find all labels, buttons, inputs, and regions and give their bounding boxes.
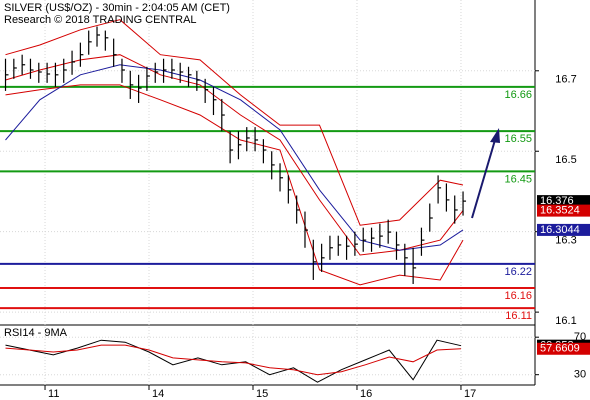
rsi-tick-label: 30 (574, 369, 586, 381)
y-tick-label: 16.7 (555, 74, 576, 86)
overlay-line (5, 84, 464, 286)
level-label: 16.16 (504, 290, 532, 302)
price-box (537, 204, 590, 217)
x-tick-label: 17 (464, 388, 476, 400)
price-box-label: 16.3044 (540, 224, 580, 236)
overlay-line (5, 19, 464, 226)
level-label: 16.11 (505, 310, 532, 322)
overlay-line (5, 64, 464, 251)
chart-subtitle: Research © 2018 TRADING CENTRAL (4, 14, 197, 26)
x-tick-label: 14 (152, 388, 164, 400)
rsi-line (5, 339, 462, 383)
forecast-arrow-head (490, 128, 500, 143)
y-tick-label: 16.3 (555, 235, 576, 247)
price-box (537, 223, 590, 236)
y-tick-label: 16.5 (555, 154, 576, 166)
forecast-arrow (471, 139, 496, 219)
x-tick-label: 15 (256, 388, 268, 400)
chart-title: SILVER (US$/OZ) - 30min - 2:04:05 AM (CE… (4, 2, 230, 14)
price-box-label: 16.376 (540, 195, 574, 207)
rsi-box (537, 342, 590, 355)
x-tick-label: 16 (360, 388, 372, 400)
y-tick-label: 16.1 (555, 315, 576, 327)
rsi-title: RSI14 - 9MA (4, 327, 68, 339)
level-label: 16.55 (504, 133, 532, 145)
level-label: 16.45 (504, 173, 532, 185)
rsi-line (5, 344, 462, 376)
level-label: 16.22 (504, 266, 532, 278)
x-tick-label: 11 (48, 388, 59, 400)
price-box (537, 195, 590, 208)
rsi-box-label: 57.6609 (540, 343, 580, 355)
price-box-label: 16.3524 (540, 205, 580, 217)
level-label: 16.66 (504, 89, 532, 101)
